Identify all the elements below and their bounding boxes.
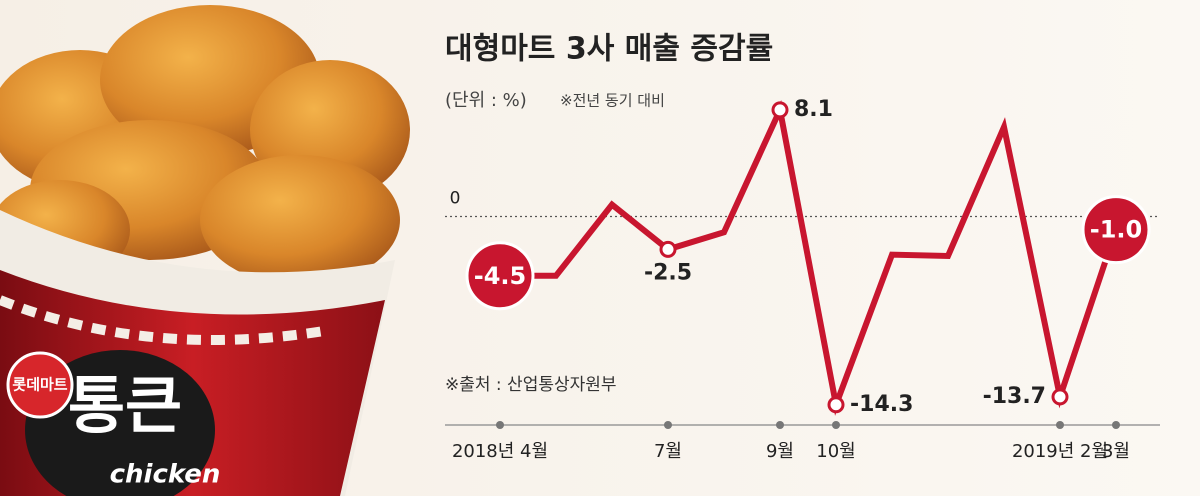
value-label: -4.5 bbox=[474, 262, 526, 290]
x-tick-dot bbox=[1112, 421, 1120, 429]
y-tick-label: 0 bbox=[450, 189, 461, 209]
point-bubble bbox=[465, 241, 535, 311]
x-tick-dot bbox=[776, 421, 784, 429]
x-tick-label: 7월 bbox=[654, 441, 682, 462]
value-label: 8.1 bbox=[794, 97, 833, 122]
note: ※전년 동기 대비 bbox=[560, 92, 665, 110]
x-tick-label: 2018년 4월 bbox=[452, 441, 548, 462]
x-tick-label: 3월 bbox=[1102, 441, 1130, 462]
x-tick-label: 2019년 2월 bbox=[1012, 441, 1108, 462]
x-tick-dot bbox=[1056, 421, 1064, 429]
photo-brand: 통큰 bbox=[68, 369, 182, 442]
photo-badge: 롯데마트 bbox=[12, 376, 67, 394]
value-label: -14.3 bbox=[850, 392, 913, 417]
point-marker bbox=[771, 101, 789, 119]
value-label: -13.7 bbox=[983, 384, 1046, 409]
data-line bbox=[500, 100, 1119, 416]
source: ※출처 : 산업통상자원부 bbox=[445, 375, 617, 395]
x-tick-dot bbox=[496, 421, 504, 429]
x-tick-label: 9월 bbox=[766, 441, 794, 462]
point-marker bbox=[1051, 388, 1069, 406]
x-tick-dot bbox=[832, 421, 840, 429]
chicken-photo: 롯데마트 통큰 chicken bbox=[0, 5, 410, 496]
value-label: -2.5 bbox=[644, 260, 692, 285]
photo-word: chicken bbox=[110, 460, 221, 490]
point-bubble bbox=[1081, 195, 1151, 265]
point-marker bbox=[827, 396, 845, 414]
point-marker bbox=[659, 240, 677, 258]
x-tick-dot bbox=[664, 421, 672, 429]
unit: (단위 : %) bbox=[445, 90, 527, 111]
x-tick-label: 10월 bbox=[816, 441, 855, 462]
chart-title: 대형마트 3사 매출 증감률 bbox=[445, 32, 773, 67]
value-label: -1.0 bbox=[1090, 216, 1142, 244]
